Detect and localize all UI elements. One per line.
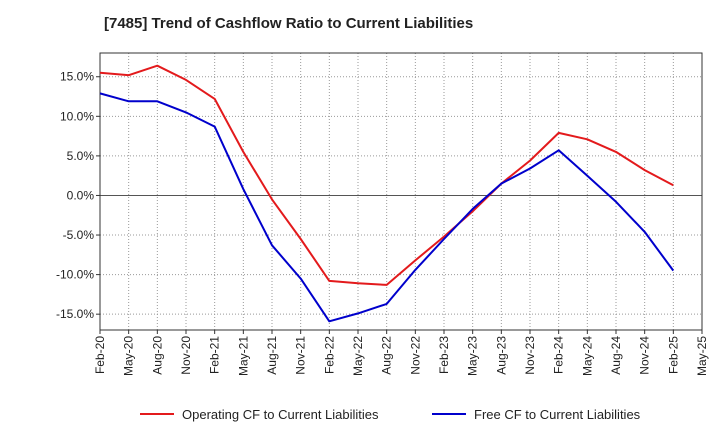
legend-label-operating-cf: Operating CF to Current Liabilities xyxy=(182,407,379,422)
x-tick-label: Feb-24 xyxy=(552,336,566,374)
y-tick-label: 10.0% xyxy=(60,109,94,123)
x-tick-label: May-25 xyxy=(695,336,709,376)
x-tick-label: Nov-21 xyxy=(294,336,308,375)
x-tick-label: Feb-25 xyxy=(666,336,680,374)
x-tick-label: Feb-20 xyxy=(93,336,107,374)
x-tick-label: Nov-24 xyxy=(638,336,652,375)
x-tick-label: Aug-22 xyxy=(380,336,394,375)
y-tick-label: -10.0% xyxy=(56,268,94,282)
y-tick-label: 15.0% xyxy=(60,70,94,84)
plot-border xyxy=(99,52,703,331)
x-tick-label: Feb-22 xyxy=(322,336,336,374)
x-tick-label: Feb-23 xyxy=(437,336,451,374)
y-tick-label: 5.0% xyxy=(67,149,95,163)
x-tick-label: May-20 xyxy=(122,336,136,376)
x-tick-label: Nov-23 xyxy=(523,336,537,375)
x-tick-label: Feb-21 xyxy=(208,336,222,374)
legend-label-free-cf: Free CF to Current Liabilities xyxy=(474,407,641,422)
x-tick-label: Aug-20 xyxy=(150,336,164,375)
x-tick-label: Nov-22 xyxy=(408,336,422,375)
x-tick-label: Aug-21 xyxy=(265,336,279,375)
x-tick-label: May-21 xyxy=(236,336,250,376)
plot-background xyxy=(100,53,702,330)
x-tick-label: May-22 xyxy=(351,336,365,376)
x-tick-label: Nov-20 xyxy=(179,336,193,375)
y-tick-label: -15.0% xyxy=(56,307,94,321)
x-tick-label: Aug-23 xyxy=(494,336,508,375)
x-tick-label: May-23 xyxy=(466,336,480,376)
x-tick-label: Aug-24 xyxy=(609,336,623,375)
series-line-free-cf xyxy=(99,92,675,323)
y-tick-label: -5.0% xyxy=(63,228,95,242)
x-tick-label: May-24 xyxy=(580,336,594,376)
series-line-operating-cf xyxy=(99,64,674,286)
chart-title: [7485] Trend of Cashflow Ratio to Curren… xyxy=(104,15,474,32)
y-tick-label: 0.0% xyxy=(67,188,95,202)
